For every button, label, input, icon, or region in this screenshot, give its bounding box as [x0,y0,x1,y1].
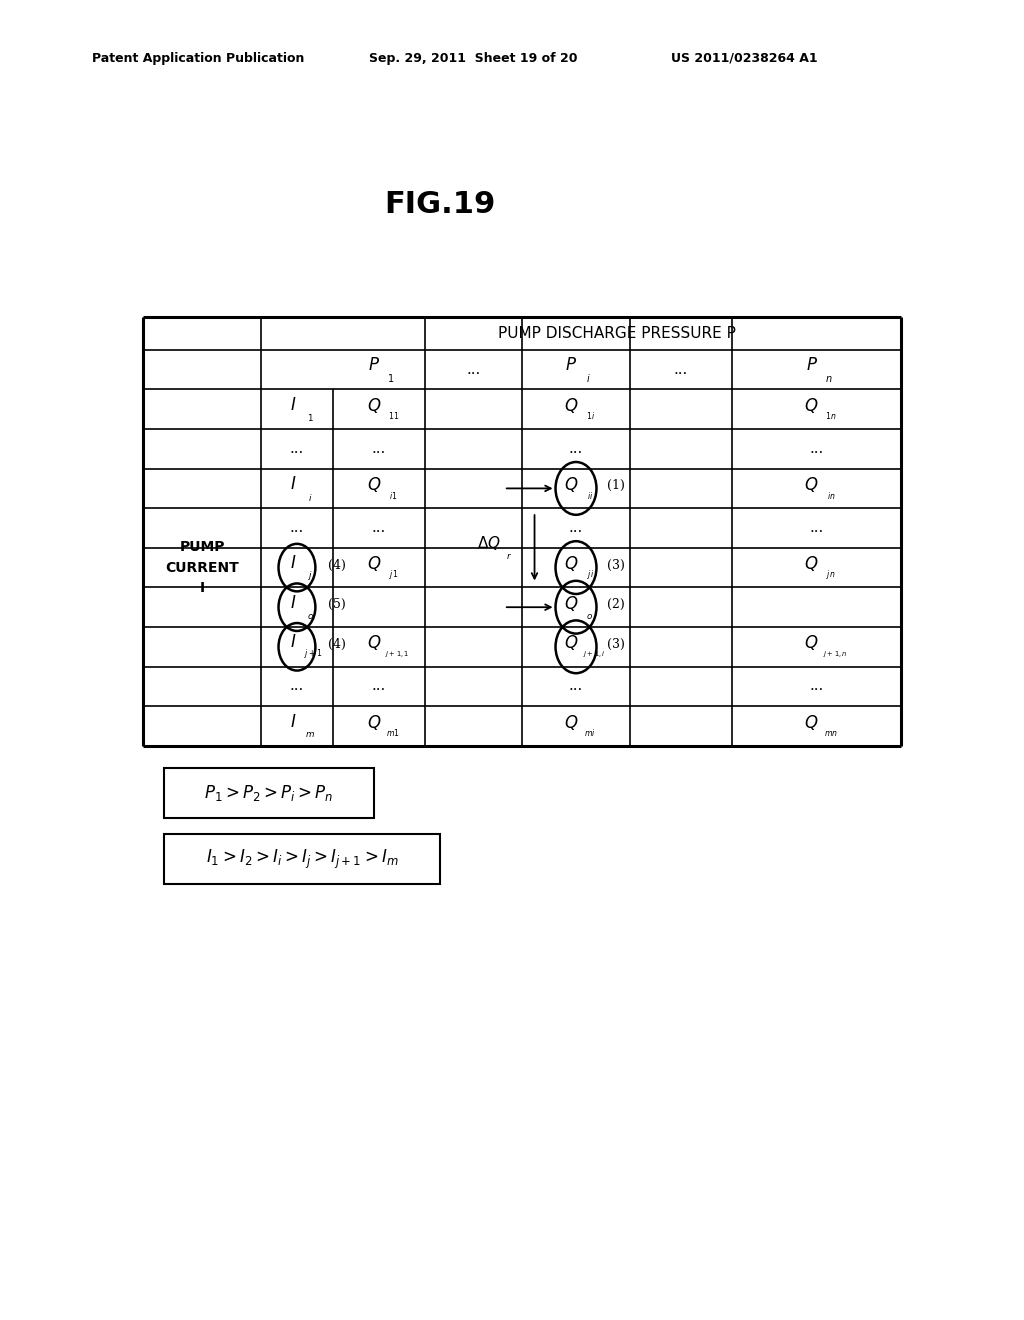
Text: (3): (3) [606,558,625,572]
Text: Patent Application Publication: Patent Application Publication [92,51,304,65]
Text: $Q$: $Q$ [563,634,579,652]
Text: ...: ... [372,521,386,535]
Text: $I$: $I$ [290,556,296,572]
Text: $_{n}$: $_{n}$ [825,371,833,384]
Text: PUMP DISCHARGE PRESSURE P: PUMP DISCHARGE PRESSURE P [498,326,736,341]
Text: $Q$: $Q$ [367,634,381,652]
Text: ...: ... [810,442,823,455]
Text: $Q$: $Q$ [367,396,381,414]
Text: FIG.19: FIG.19 [385,190,496,219]
Text: $ΔQ$: $ΔQ$ [476,533,501,552]
Text: ...: ... [569,521,583,535]
Text: $P_1>P_2>P_i>P_n$: $P_1>P_2>P_i>P_n$ [204,783,334,804]
Text: (1): (1) [606,479,625,492]
Text: $_{1}$: $_{1}$ [387,371,395,384]
Text: $P$: $P$ [565,358,577,374]
Text: ...: ... [810,521,823,535]
Text: (4): (4) [328,558,345,572]
Text: $Q$: $Q$ [804,554,819,573]
Text: (5): (5) [328,598,345,611]
Text: $_{in}$: $_{in}$ [826,490,836,503]
Text: $Q$: $Q$ [367,554,381,573]
Text: $I$: $I$ [290,635,296,651]
Text: $_{j1}$: $_{j1}$ [388,568,398,583]
Text: $_{ji}$: $_{ji}$ [587,568,594,583]
Text: $_{mn}$: $_{mn}$ [824,729,838,739]
Text: ...: ... [290,680,304,693]
Text: $P$: $P$ [806,358,817,374]
Text: $_{m}$: $_{m}$ [305,727,315,741]
Text: ...: ... [290,442,304,455]
Text: $_{1}$: $_{1}$ [307,411,313,424]
Text: $Q$: $Q$ [804,713,819,731]
Text: $_{jn}$: $_{jn}$ [826,568,836,583]
Text: ...: ... [569,680,583,693]
Text: $Q$: $Q$ [367,713,381,731]
Text: $Q$: $Q$ [804,396,819,414]
Text: $Q$: $Q$ [563,713,579,731]
Text: ...: ... [674,363,688,376]
Text: $_{mi}$: $_{mi}$ [585,727,596,741]
Text: $_{j+1}$: $_{j+1}$ [304,647,323,663]
Text: $_{m1}$: $_{m1}$ [386,727,400,741]
Text: $_{j}$: $_{j}$ [307,569,313,582]
Text: $I$: $I$ [290,477,296,492]
Text: $P$: $P$ [368,358,380,374]
Text: $Q$: $Q$ [563,475,579,494]
Text: $_{ii}$: $_{ii}$ [587,490,594,503]
Bar [164,768,374,818]
Text: $_{1i}$: $_{1i}$ [586,411,595,424]
Text: $Q$: $Q$ [563,594,579,612]
Text: (3): (3) [606,638,625,651]
Text: $_{j+1,n}$: $_{j+1,n}$ [822,649,848,660]
Text: $_{1n}$: $_{1n}$ [825,411,837,424]
Text: ...: ... [290,521,304,535]
Text: $I$: $I$ [290,397,296,413]
Text: $I$: $I$ [290,714,296,730]
Text: $Q$: $Q$ [804,634,819,652]
Text: $_{11}$: $_{11}$ [387,411,399,424]
Text: $I_1>I_2>I_i>I_j>I_{j+1}>I_m$: $I_1>I_2>I_i>I_j>I_{j+1}>I_m$ [206,847,398,871]
Text: $_{i1}$: $_{i1}$ [389,490,397,503]
Text: ...: ... [372,680,386,693]
Text: $Q$: $Q$ [804,475,819,494]
Text: (4): (4) [328,638,345,651]
Text: $_{r}$: $_{r}$ [506,549,512,562]
Text: ...: ... [810,680,823,693]
Text: (2): (2) [606,598,625,611]
Text: US 2011/0238264 A1: US 2011/0238264 A1 [671,51,817,65]
Bar [164,834,440,884]
Text: $I$: $I$ [290,595,296,611]
Text: $Q$: $Q$ [563,554,579,573]
Text: $_{i}$: $_{i}$ [308,490,312,503]
Text: Sep. 29, 2011  Sheet 19 of 20: Sep. 29, 2011 Sheet 19 of 20 [369,51,578,65]
Text: ...: ... [467,363,480,376]
Text: $Q$: $Q$ [563,396,579,414]
Text: $_{o}$: $_{o}$ [586,609,593,622]
Text: $_{j+1,1}$: $_{j+1,1}$ [385,649,410,660]
Text: PUMP
CURRENT
I: PUMP CURRENT I [165,540,240,595]
Text: $_{i}$: $_{i}$ [586,371,591,384]
Text: ...: ... [569,442,583,455]
Text: $_{j+1,i}$: $_{j+1,i}$ [583,649,606,660]
Text: $Q$: $Q$ [367,475,381,494]
Text: ...: ... [372,442,386,455]
Text: $_{o}$: $_{o}$ [307,609,313,622]
